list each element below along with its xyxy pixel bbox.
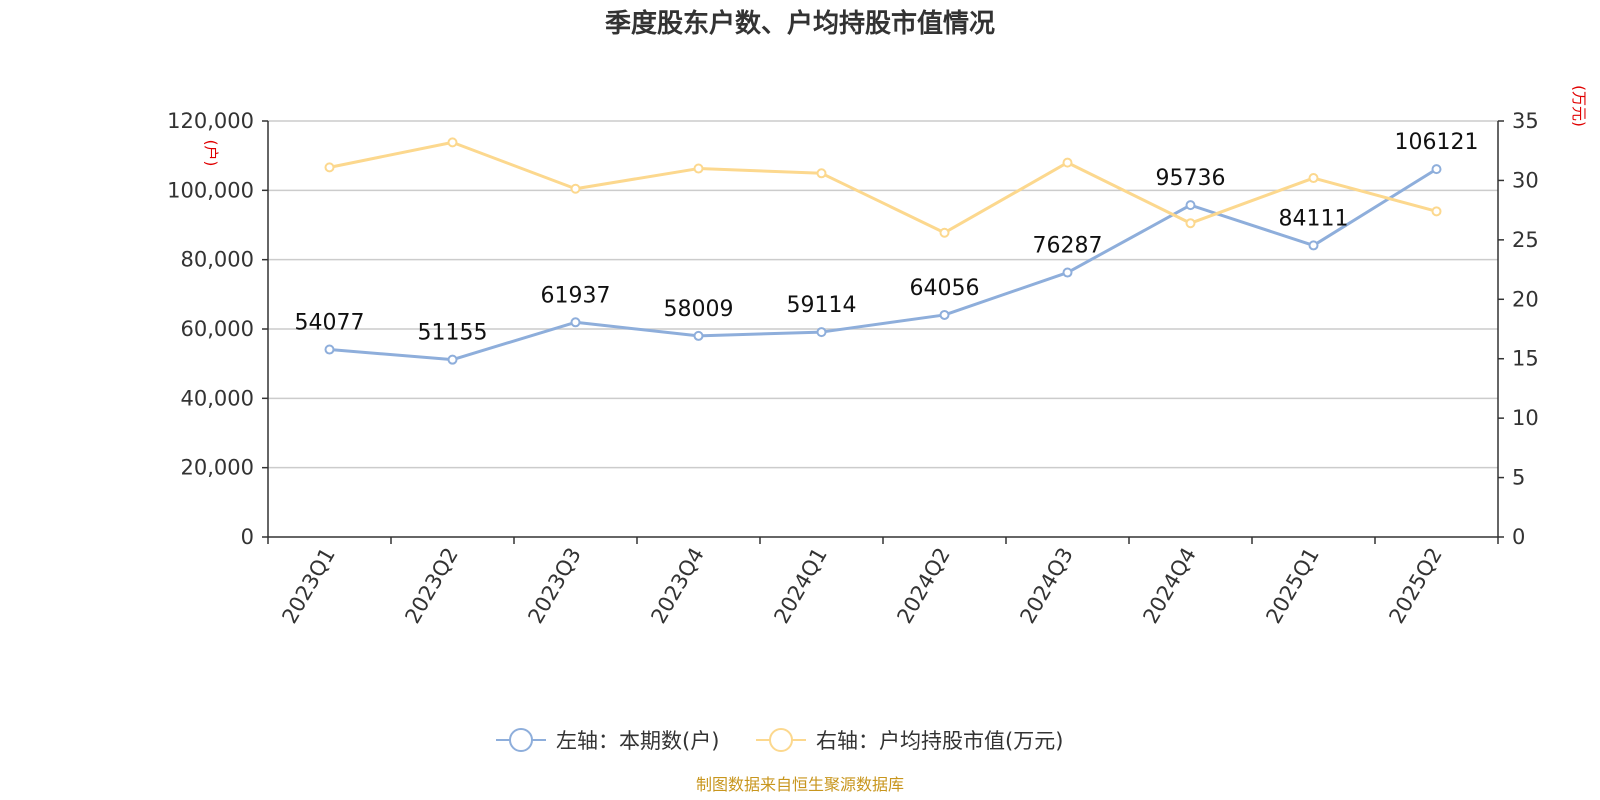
left-tick-label: 80,000 [181, 248, 254, 272]
right-tick-label: 35 [1512, 109, 1539, 133]
x-tick-label: 2025Q1 [1261, 544, 1323, 628]
legend-marker-2 [769, 728, 793, 752]
legend-label-2: 右轴：户均持股市值(万元) [816, 729, 1063, 753]
left-tick-label: 20,000 [181, 456, 254, 480]
left-tick-label: 120,000 [167, 109, 254, 133]
right-tick-label: 20 [1512, 287, 1539, 311]
series-2-point [693, 163, 704, 174]
series-1-point [693, 330, 704, 341]
data-label: 64056 [910, 276, 980, 301]
series-1-point [816, 327, 827, 338]
series-2-point [324, 162, 335, 173]
series-1-point [1308, 240, 1319, 251]
series-2-point [1308, 173, 1319, 184]
x-tick-label: 2024Q1 [769, 544, 831, 628]
left-tick-label: 60,000 [181, 317, 254, 341]
right-tick-label: 5 [1512, 466, 1525, 490]
data-label: 54077 [295, 311, 365, 336]
x-tick-label: 2023Q4 [646, 544, 708, 628]
chart-title: 季度股东户数、户均持股市值情况 [605, 8, 995, 39]
axes: 0 20,000 40,000 60,000 80,000 100,000 120,000 0… [167, 109, 1539, 628]
data-labels: 54077 51155 61937 58009 59114 64056 76287 95736… [295, 130, 1479, 346]
x-tick-label: 2024Q4 [1138, 544, 1200, 628]
left-tick-label: 40,000 [181, 386, 254, 410]
series-2-point [816, 168, 827, 179]
right-tick-label: 15 [1512, 347, 1539, 371]
series-1-point [1062, 267, 1073, 278]
series-line-1 [329, 167, 1438, 362]
series-2-point [1431, 206, 1442, 217]
legend-label-1: 左轴：本期数(户) [556, 729, 719, 753]
data-label: 84111 [1279, 206, 1349, 231]
x-tick-label: 2023Q2 [400, 544, 462, 628]
right-tick-label: 30 [1512, 168, 1539, 192]
source-note: 制图数据来自恒生聚源数据库 [696, 775, 904, 794]
series-1-point [570, 317, 581, 328]
left-tick-label: 100,000 [167, 178, 254, 202]
x-tick-label: 2025Q2 [1384, 544, 1446, 628]
data-label: 95736 [1156, 166, 1226, 191]
data-label: 61937 [541, 283, 611, 308]
series-2-point [447, 137, 458, 148]
x-tick-label: 2024Q2 [892, 544, 954, 628]
right-axis-unit: (万元) [1570, 85, 1588, 127]
left-tick-label: 0 [241, 525, 254, 549]
data-label: 106121 [1395, 130, 1479, 155]
right-tick-label: 0 [1512, 525, 1525, 549]
x-tick-label: 2023Q3 [523, 544, 585, 628]
series-2-point [570, 183, 581, 194]
series-1-point [939, 309, 950, 320]
gridlines [268, 120, 1498, 469]
legend: 左轴：本期数(户) 右轴：户均持股市值(万元) [496, 728, 1063, 753]
legend-marker-1 [509, 728, 533, 752]
series-line-2 [329, 140, 1437, 235]
series-1-point [324, 344, 335, 355]
left-axis-unit: (户) [202, 140, 220, 167]
series-1-point [1185, 200, 1196, 211]
data-label: 59114 [787, 293, 857, 318]
x-tick-label: 2023Q1 [277, 544, 339, 628]
data-label: 51155 [418, 321, 488, 346]
data-label: 76287 [1033, 234, 1103, 259]
right-tick-label: 25 [1512, 228, 1539, 252]
x-tick-label: 2024Q3 [1015, 544, 1077, 628]
right-tick-label: 10 [1512, 406, 1539, 430]
data-label: 58009 [664, 297, 734, 322]
series-1-point [1431, 164, 1442, 175]
series-1-point [447, 354, 458, 365]
series-2-point [1185, 218, 1196, 229]
series-2-point [939, 227, 950, 238]
series-layer [324, 137, 1442, 365]
series-2-point [1062, 157, 1073, 168]
